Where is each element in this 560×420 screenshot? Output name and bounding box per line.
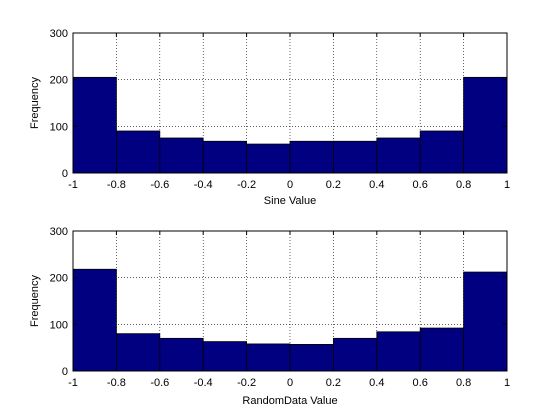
ylabel-sine: Frequency — [29, 77, 41, 129]
x-tick-label-random-9: 0.8 — [456, 377, 471, 389]
y-tick-label-random-1: 100 — [50, 319, 68, 331]
bar-sine-7 — [376, 137, 421, 174]
bar-random-2 — [159, 337, 204, 372]
x-tick-label-random-6: 0.2 — [326, 377, 341, 389]
y-tick-label-random-0: 0 — [62, 366, 68, 378]
xlabel-random: RandomData Value — [242, 395, 337, 407]
y-tick-label-random-2: 200 — [50, 273, 68, 285]
x-tick-label-sine-1: -0.8 — [107, 179, 126, 191]
y-tick-label-sine-3: 300 — [50, 28, 68, 40]
x-tick-label-sine-6: 0.2 — [326, 179, 341, 191]
bar-sine-8 — [419, 130, 465, 174]
x-tick-label-random-2: -0.6 — [150, 377, 169, 389]
x-tick-label-random-4: -0.2 — [237, 377, 256, 389]
bar-random-3 — [202, 341, 247, 372]
x-tick-label-random-7: 0.4 — [369, 377, 384, 389]
bar-sine-3 — [202, 140, 247, 174]
x-tick-label-sine-2: -0.6 — [150, 179, 169, 191]
x-tick-label-sine-8: 0.6 — [413, 179, 428, 191]
x-tick-label-random-8: 0.6 — [413, 377, 428, 389]
y-tick-label-sine-1: 100 — [50, 121, 68, 133]
bar-random-7 — [376, 331, 421, 372]
y-tick-label-random-3: 300 — [50, 226, 68, 238]
x-tick-label-sine-10: 1 — [504, 179, 510, 191]
x-tick-label-sine-4: -0.2 — [237, 179, 256, 191]
bar-random-1 — [116, 333, 161, 372]
x-tick-label-random-1: -0.8 — [107, 377, 126, 389]
x-tick-label-random-3: -0.4 — [194, 377, 213, 389]
x-tick-label-sine-3: -0.4 — [194, 179, 213, 191]
bar-random-5 — [289, 343, 334, 372]
bar-sine-1 — [116, 130, 161, 174]
bar-random-4 — [246, 343, 291, 372]
histogram-random: Frequency RandomData Value -1 -0.8 -0.6 -0.… — [29, 226, 510, 407]
ylabel-random: Frequency — [29, 275, 41, 327]
bar-random-9 — [463, 271, 508, 372]
x-tick-label-random-0: -1 — [68, 377, 78, 389]
bar-sine-6 — [332, 140, 378, 174]
bar-random-6 — [332, 337, 378, 372]
x-tick-label-sine-9: 0.8 — [456, 179, 471, 191]
bar-sine-0 — [72, 76, 117, 174]
bar-sine-2 — [159, 137, 204, 174]
bar-sine-9 — [463, 76, 508, 174]
x-tick-label-random-10: 1 — [504, 377, 510, 389]
bar-random-0 — [72, 268, 117, 372]
x-tick-label-random-5: 0 — [287, 377, 293, 389]
bar-sine-5 — [289, 140, 334, 174]
x-tick-label-sine-5: 0 — [287, 179, 293, 191]
y-tick-label-sine-0: 0 — [62, 168, 68, 180]
x-tick-label-sine-0: -1 — [68, 179, 78, 191]
y-tick-label-sine-2: 200 — [50, 75, 68, 87]
histogram-sine: Frequency Sine Value -1 -0.8 -0.6 -0.4 -0.2 0… — [29, 28, 510, 207]
xlabel-sine: Sine Value — [264, 195, 316, 207]
bar-random-8 — [419, 327, 465, 372]
x-tick-label-sine-7: 0.4 — [369, 179, 384, 191]
bar-sine-4 — [246, 143, 291, 174]
